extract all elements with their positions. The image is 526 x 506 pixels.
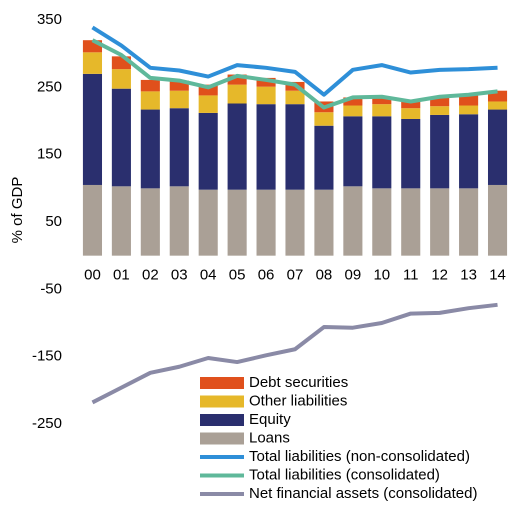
bar-segment	[169, 108, 189, 187]
legend-label: Loans	[249, 429, 290, 446]
line-series	[91, 302, 498, 405]
bar-segment	[140, 109, 160, 189]
legend-label: Net financial assets (consolidated)	[249, 485, 477, 502]
bar-segment	[401, 100, 421, 109]
legend-label: Total liabilities (consolidated)	[249, 466, 440, 483]
legend-swatch	[200, 377, 244, 389]
bar-segment	[169, 80, 189, 91]
y-tick-label: -50	[40, 280, 62, 297]
x-tick-label: 10	[373, 267, 390, 284]
bar-segment	[430, 96, 450, 107]
bar-segment	[82, 73, 103, 185]
bar-segment	[314, 112, 334, 126]
bar-segment	[459, 105, 479, 115]
y-tick-label: 350	[37, 11, 62, 28]
bar-segment	[111, 69, 131, 89]
y-tick-label: 250	[37, 78, 62, 95]
bar-segment	[430, 188, 450, 256]
bar-segment	[256, 77, 276, 87]
bar-segment	[256, 189, 276, 256]
bar-segment	[372, 96, 392, 105]
x-tick-label: 04	[200, 267, 217, 284]
bar-segment	[111, 186, 131, 256]
x-tick-label: 06	[258, 267, 275, 284]
y-tick-label: -250	[32, 415, 62, 432]
x-tick-label: 14	[489, 267, 506, 284]
legend-label: Total liabilities (non-consolidated)	[249, 448, 470, 465]
bar-segment	[82, 52, 103, 74]
bar-segment	[372, 116, 392, 189]
y-tick-label: 150	[37, 146, 62, 163]
bar-segment	[227, 74, 247, 85]
bar-segment	[140, 91, 160, 110]
bar-segment	[372, 104, 392, 117]
legend-label: Debt securities	[249, 374, 348, 391]
bar-segment	[285, 189, 305, 256]
x-tick-label: 07	[287, 267, 304, 284]
x-tick-label: 09	[345, 267, 362, 284]
bar-segment	[314, 189, 334, 256]
bar-segment	[82, 184, 103, 256]
bar-segment	[487, 184, 508, 256]
bar-segment	[487, 90, 508, 102]
y-tick-label: -150	[32, 348, 62, 365]
bar-segment	[343, 186, 363, 256]
bar-segment	[198, 189, 218, 256]
x-tick-label: 01	[113, 267, 130, 284]
x-tick-label: 08	[316, 267, 333, 284]
legend-swatch	[200, 432, 244, 445]
bar-segment	[430, 114, 450, 189]
line-series	[91, 25, 498, 97]
bar-segment	[459, 188, 479, 256]
x-tick-label: 11	[403, 267, 419, 284]
legend-label: Other liabilities	[249, 392, 347, 409]
bar-segment	[285, 90, 305, 105]
y-axis-label: % of GDP	[9, 177, 26, 244]
bar-segment	[430, 106, 450, 115]
bar-segment	[256, 104, 276, 190]
bar-segment	[314, 125, 334, 190]
bar-segment	[227, 103, 247, 190]
legend-swatch	[200, 414, 244, 426]
x-tick-label: 00	[84, 267, 101, 284]
bar-segment	[401, 118, 421, 189]
y-tick-label: 50	[45, 213, 62, 230]
bar-segment	[343, 97, 363, 106]
bar-segment	[169, 90, 189, 109]
legend-label: Equity	[249, 411, 291, 428]
bar-segment	[487, 101, 508, 110]
bar-segment	[140, 79, 160, 92]
bar-segment	[343, 116, 363, 187]
bar-segment	[227, 189, 247, 256]
bar-segment	[459, 95, 479, 106]
x-tick-label: 13	[460, 267, 477, 284]
x-tick-label: 03	[171, 267, 188, 284]
x-tick-label: 02	[142, 267, 159, 284]
bar-segment	[487, 109, 508, 185]
bar-segment	[198, 112, 218, 190]
bar-segment	[256, 86, 276, 105]
bar-segment	[198, 95, 218, 113]
bar-segment	[343, 105, 363, 117]
bar-segment	[401, 108, 421, 119]
bar-segment	[459, 114, 479, 189]
bar-segment	[372, 188, 392, 256]
bar-segment	[227, 84, 247, 104]
line-series	[91, 38, 498, 110]
bar-segment	[169, 186, 189, 256]
bar-segment	[285, 104, 305, 190]
bar-segment	[401, 188, 421, 256]
bar-segment	[198, 84, 218, 96]
bar-segment	[140, 188, 160, 256]
x-tick-label: 05	[229, 267, 246, 284]
x-tick-label: 12	[431, 267, 448, 284]
bar-segment	[111, 88, 131, 187]
legend-swatch	[200, 395, 244, 408]
